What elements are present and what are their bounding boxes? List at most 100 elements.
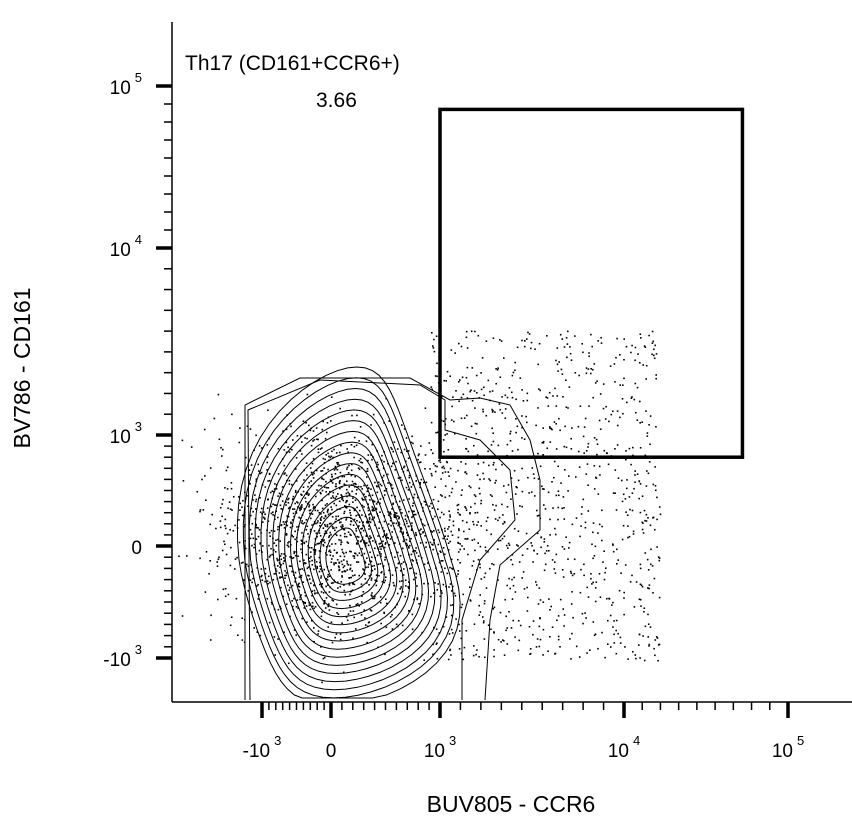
event-dot: [423, 659, 425, 661]
event-dot: [325, 585, 327, 588]
event-dot: [512, 371, 515, 374]
event-dot: [314, 592, 316, 594]
event-dot: [432, 518, 434, 520]
event-dot: [453, 592, 456, 595]
event-dot: [215, 527, 217, 530]
event-dot: [459, 630, 461, 632]
event-dot: [324, 458, 326, 461]
event-dot: [613, 363, 616, 365]
event-dot: [330, 569, 332, 571]
event-dot: [541, 441, 544, 444]
event-dot: [444, 471, 447, 473]
event-dot: [325, 607, 327, 609]
event-dot: [368, 525, 370, 527]
event-dot: [558, 361, 560, 363]
event-dot: [417, 454, 420, 457]
event-dot: [283, 553, 286, 555]
event-dot: [319, 535, 322, 537]
event-dot: [451, 405, 453, 408]
event-dot: [295, 606, 298, 608]
event-dot: [613, 642, 616, 644]
event-dot: [363, 609, 366, 611]
event-dot: [655, 374, 657, 376]
contour-ring: [319, 516, 373, 593]
event-dot: [344, 505, 346, 507]
event-dot: [501, 503, 503, 506]
event-dot: [635, 411, 637, 414]
event-dot: [311, 559, 313, 562]
event-dot: [352, 497, 354, 499]
event-dot: [511, 374, 514, 377]
event-dot: [275, 504, 278, 506]
event-dot: [395, 512, 398, 515]
event-dot: [373, 516, 375, 519]
event-dot: [480, 499, 483, 502]
event-dot: [306, 621, 308, 623]
event-dot: [209, 639, 212, 641]
event-dot: [324, 514, 327, 517]
event-dot: [181, 615, 184, 617]
event-dot: [588, 405, 590, 407]
event-dot: [398, 521, 400, 524]
event-dot: [466, 366, 469, 369]
event-dot: [345, 507, 348, 509]
event-dot: [509, 587, 511, 590]
event-dot: [324, 515, 327, 518]
event-dot: [489, 390, 491, 393]
event-dot: [358, 440, 360, 442]
event-dot: [299, 450, 302, 452]
event-dot: [498, 403, 501, 405]
event-dot: [494, 411, 496, 413]
event-dot: [402, 574, 405, 576]
event-dot: [624, 498, 627, 500]
y-tick-label: 0: [131, 538, 142, 559]
event-dot: [570, 603, 573, 605]
event-dot: [547, 405, 550, 407]
event-dot: [391, 628, 394, 630]
event-dot: [297, 585, 299, 588]
event-dot: [350, 576, 352, 579]
event-dot: [591, 543, 593, 546]
event-dot: [390, 513, 392, 515]
event-dot: [436, 642, 438, 644]
th17-gate[interactable]: [438, 107, 745, 459]
event-dot: [379, 596, 382, 598]
event-dot: [325, 491, 327, 493]
event-dot: [394, 469, 397, 471]
event-dot: [508, 544, 511, 546]
event-dot: [238, 496, 240, 498]
event-dot: [273, 542, 276, 544]
event-dot: [455, 575, 458, 577]
event-dot: [505, 629, 507, 632]
event-dot: [232, 530, 235, 532]
event-dot: [310, 444, 313, 447]
event-dot: [418, 453, 420, 455]
event-dot: [225, 553, 228, 556]
event-dot: [579, 405, 582, 407]
event-dot: [280, 586, 282, 589]
event-dot: [474, 502, 476, 505]
event-dot: [374, 595, 376, 598]
event-dot: [654, 466, 656, 468]
event-dot: [341, 575, 343, 577]
event-dot: [404, 518, 407, 521]
event-dot: [328, 545, 331, 547]
event-dot: [331, 641, 334, 644]
event-dot: [239, 509, 241, 511]
event-dot: [563, 507, 565, 509]
event-dot: [255, 523, 257, 526]
event-dot: [205, 499, 207, 501]
event-dot: [318, 542, 321, 545]
event-dot: [383, 581, 386, 584]
event-dot: [655, 489, 657, 492]
event-dot: [455, 618, 457, 620]
event-dot: [450, 654, 452, 656]
event-dot: [375, 503, 378, 505]
event-dot: [604, 418, 607, 420]
event-dot: [366, 557, 368, 559]
event-dot: [269, 491, 272, 494]
event-dot: [570, 570, 572, 573]
event-dot: [357, 514, 359, 516]
y-tick-exponent: 3: [135, 642, 142, 657]
event-dot: [567, 407, 569, 409]
